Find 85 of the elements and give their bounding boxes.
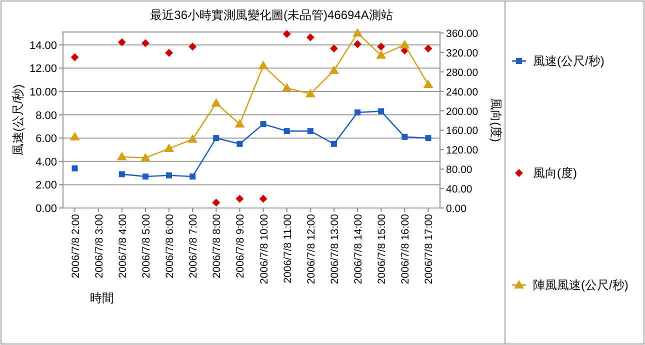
y2-axis-title: 風向(度) (489, 98, 503, 142)
point (328, 65, 339, 74)
point (166, 172, 172, 178)
y2-tick-label: 40.00 (446, 184, 472, 196)
x-tick-label: 2006/7/8 9:00 (234, 214, 247, 278)
point (306, 33, 314, 42)
legend-label: 陣風風速(公尺/秒) (533, 278, 628, 292)
y2-tick-label: 80.00 (446, 164, 472, 176)
point (165, 48, 174, 57)
point (352, 28, 363, 37)
point (402, 134, 408, 140)
x-tick-label: 2006/7/8 8:00 (211, 214, 224, 278)
point (118, 171, 125, 178)
x-tick-label: 2006/7/8 12:00 (305, 214, 318, 284)
point (141, 39, 150, 48)
y-tick-label: 4.00 (36, 156, 57, 168)
point (190, 174, 196, 180)
x-tick-label: 2006/7/8 10:00 (258, 214, 270, 284)
y-tick-label: 8.00 (36, 110, 57, 122)
point (188, 134, 198, 143)
x-axis-title: 時間 (90, 291, 114, 305)
x-tick-label: 2006/7/8 4:00 (116, 214, 129, 278)
point (377, 42, 386, 51)
y2-tick-label: 200.00 (446, 106, 478, 118)
x-tick-label: 2006/7/8 17:00 (423, 214, 436, 284)
point (376, 50, 386, 59)
point (259, 194, 268, 203)
point (425, 135, 432, 142)
point (211, 98, 222, 107)
x-tick-label: 2006/7/8 5:00 (140, 214, 152, 278)
y2-tick-label: 280.00 (446, 66, 478, 79)
point (282, 82, 292, 92)
point (423, 79, 434, 88)
y-tick-label: 6.00 (36, 133, 57, 146)
x-tick-label: 2006/7/8 14:00 (352, 214, 365, 284)
y2-tick-label: 120.00 (446, 144, 478, 157)
point (284, 128, 290, 134)
point (70, 53, 79, 62)
point (330, 140, 337, 147)
point (260, 121, 266, 128)
point (330, 44, 338, 53)
point (70, 132, 80, 140)
x-tick-label: 2006/7/8 6:00 (164, 214, 176, 278)
legend-label: 風向(度) (533, 166, 577, 180)
point (164, 144, 174, 152)
point (212, 198, 220, 207)
x-tick-label: 2006/7/8 3:00 (93, 214, 106, 278)
x-tick-label: 2006/7/8 15:00 (376, 214, 388, 284)
point (236, 140, 243, 147)
y2-tick-label: 360.00 (446, 28, 478, 40)
point (400, 40, 410, 48)
y2-tick-label: 320.00 (446, 47, 478, 60)
y-axis-title: 風速(公尺/秒) (11, 84, 25, 156)
point (354, 40, 362, 48)
y-tick-label: 2.00 (36, 180, 57, 192)
point (282, 30, 291, 38)
point (213, 135, 220, 142)
y2-tick-label: 0.00 (446, 203, 467, 215)
x-tick-label: 2006/7/8 13:00 (328, 214, 341, 284)
point (116, 152, 127, 160)
chart-title: 最近36小時實測風變化圖(未品管)46694A測站 (150, 8, 393, 22)
point (354, 109, 361, 116)
point (140, 152, 150, 162)
point (305, 88, 316, 98)
y-tick-label: 0.00 (36, 203, 57, 215)
y2-tick-label: 160.00 (446, 125, 478, 138)
x-tick-label: 2006/7/8 7:00 (188, 214, 200, 278)
point (118, 38, 126, 46)
y-tick-label: 14.00 (29, 40, 57, 52)
y-tick-label: 10.00 (29, 86, 57, 98)
x-tick-label: 2006/7/8 2:00 (70, 214, 82, 278)
point (234, 119, 245, 128)
x-tick-label: 2006/7/8 11:00 (282, 214, 294, 284)
point (378, 108, 384, 114)
point (236, 194, 244, 203)
legend-label: 風速(公尺/秒) (533, 54, 604, 68)
point (72, 165, 78, 172)
point (424, 44, 432, 53)
point (188, 42, 197, 51)
point (307, 128, 314, 134)
point (142, 174, 148, 180)
y2-tick-label: 240.00 (446, 86, 478, 98)
point (258, 60, 268, 70)
x-tick-label: 2006/7/8 16:00 (400, 214, 412, 284)
y-tick-label: 12.00 (29, 63, 57, 76)
